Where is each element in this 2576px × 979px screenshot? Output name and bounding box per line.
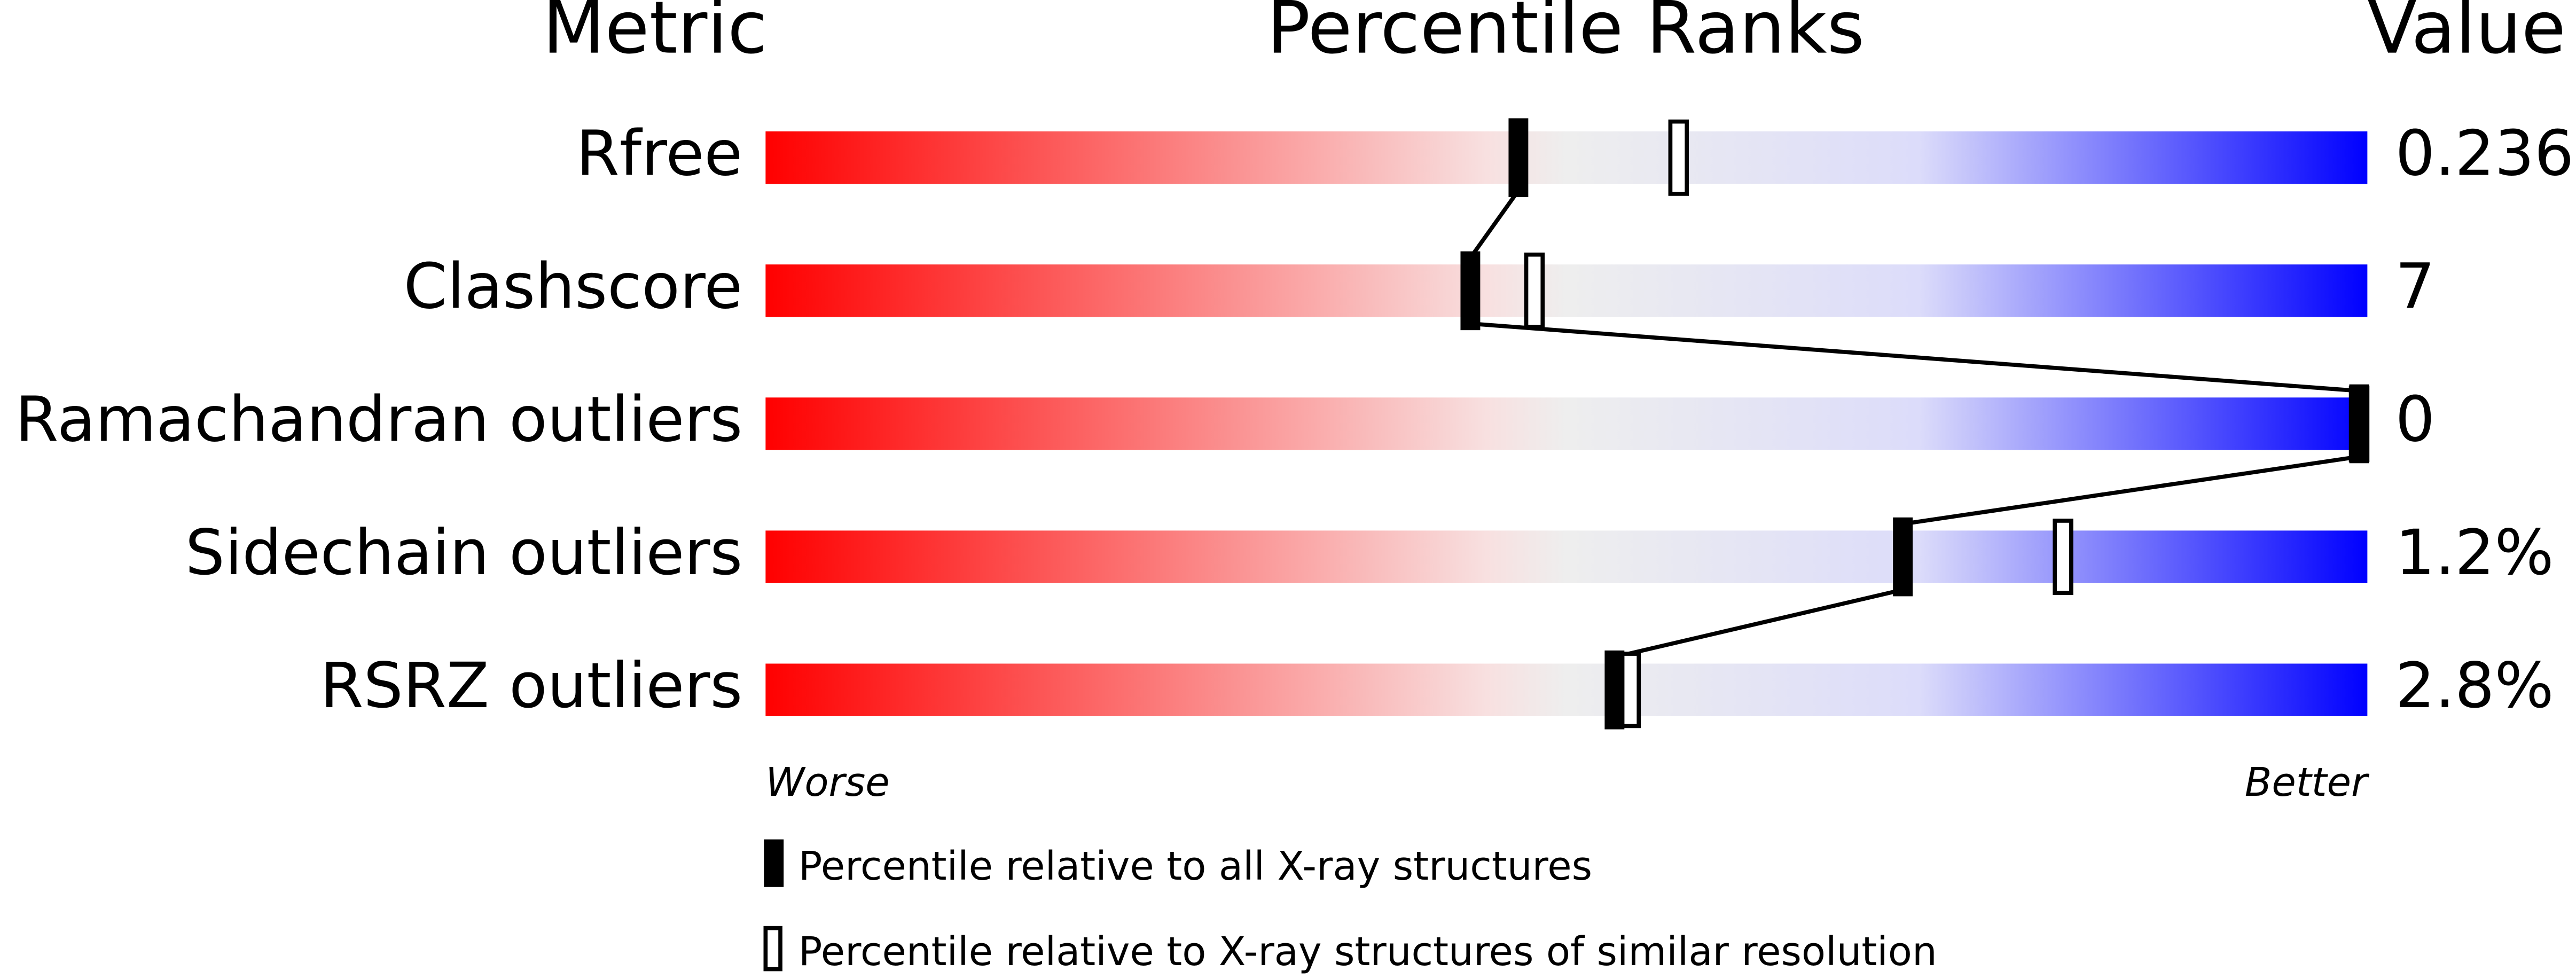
metric-label: Sidechain outliers (185, 516, 743, 589)
all-marker (2349, 384, 2369, 464)
metric-header: Metric (543, 0, 768, 70)
similar-marker (1524, 252, 1545, 329)
percentile-bar (765, 397, 2368, 450)
similar-marker (1668, 119, 1689, 196)
metric-value: 0.236 (2395, 117, 2574, 190)
worse-label: Worse (765, 759, 889, 805)
value-header: Value (2367, 0, 2566, 70)
metric-label: Clashscore (404, 250, 743, 323)
similar-marker (2053, 519, 2073, 596)
ranks-header: Percentile Ranks (1267, 0, 1865, 70)
metric-label: Rfree (576, 117, 743, 190)
all-marker (1604, 650, 1625, 730)
percentile-bar (765, 264, 2368, 317)
all-marker (1508, 118, 1529, 198)
percentile-bar (765, 663, 2368, 716)
better-label: Better (2245, 759, 2370, 805)
legend-icon-open (763, 926, 782, 972)
metric-label: RSRZ outliers (320, 649, 742, 722)
metric-label: Ramachandran outliers (15, 383, 742, 456)
all-marker (1460, 251, 1481, 331)
all-marker (1893, 517, 1913, 597)
legend-label: Percentile relative to X-ray structures … (798, 929, 1937, 975)
metric-value: 1.2% (2395, 516, 2554, 589)
metric-value: 2.8% (2395, 649, 2554, 722)
legend-label: Percentile relative to all X-ray structu… (798, 843, 1592, 889)
metric-value: 0 (2395, 383, 2435, 456)
similar-marker (1620, 652, 1641, 729)
percentile-bar (765, 530, 2368, 583)
metric-value: 7 (2395, 250, 2435, 323)
percentile-bar (765, 131, 2368, 184)
legend-icon-filled (764, 839, 784, 887)
